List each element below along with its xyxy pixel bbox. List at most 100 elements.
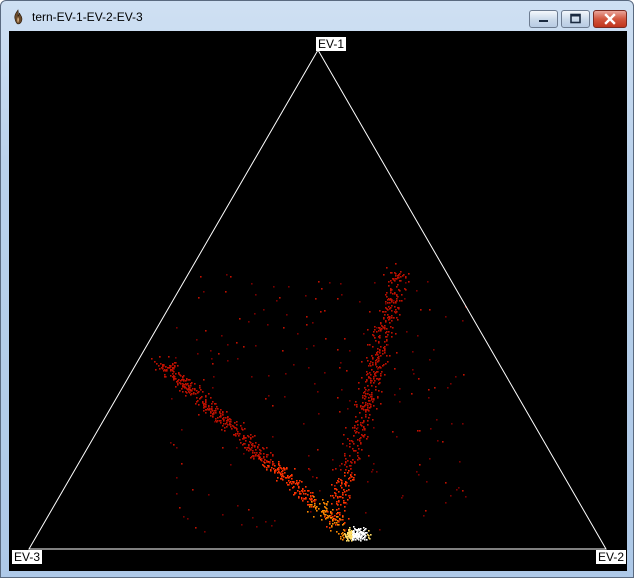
scatter-point [331,503,333,505]
close-button[interactable] [593,10,627,28]
scatter-point [273,468,275,470]
scatter-point [278,461,280,463]
scatter-point [290,481,292,483]
scatter-point [201,396,203,398]
scatter-point [363,421,365,423]
scatter-point [391,301,393,303]
scatter-point [255,294,257,296]
scatter-point [371,369,373,371]
scatter-point [361,536,363,538]
scatter-point [182,376,184,378]
scatter-point [236,428,238,430]
scatter-point [301,481,303,483]
scatter-point [263,453,265,455]
title-bar[interactable]: tern-EV-1-EV-2-EV-3 [1,1,633,31]
scatter-point [338,491,340,493]
scatter-point [313,345,315,347]
scatter-point [180,380,182,382]
scatter-point [219,420,221,422]
scatter-point [200,276,202,278]
scatter-point [264,462,266,464]
scatter-point [175,362,177,364]
scatter-point [188,386,190,388]
scatter-point [370,365,372,367]
scatter-point [390,280,392,282]
scatter-point [281,476,283,478]
scatter-point [252,443,254,445]
scatter-point [364,537,366,539]
scatter-point [174,378,176,380]
scatter-point [344,475,346,477]
scatter-point [238,435,240,437]
scatter-point [173,379,175,381]
scatter-point [179,382,181,384]
scatter-point [360,442,362,444]
scatter-point [272,454,274,456]
scatter-point [193,392,195,394]
scatter-point [383,318,385,320]
scatter-point [266,447,268,449]
scatter-point [369,344,371,346]
scatter-point [252,445,254,447]
scatter-point [352,536,354,538]
scatter-point [195,393,197,395]
scatter-point [336,489,338,491]
scatter-point [220,415,222,417]
scatter-point [286,482,288,484]
scatter-point [325,514,327,516]
scatter-point [198,404,200,406]
scatter-point [293,494,295,496]
scatter-point [378,367,380,369]
scatter-point [396,286,398,288]
scatter-point [420,309,422,311]
scatter-point [241,428,243,430]
scatter-point [395,263,397,265]
scatter-point [212,387,214,389]
scatter-point [376,471,378,473]
scatter-point [412,369,414,371]
scatter-point [376,359,378,361]
scatter-point [173,371,175,373]
scatter-point [351,537,353,539]
scatter-point [390,299,392,301]
scatter-point [342,535,344,537]
scatter-point [366,380,368,382]
scatter-point [340,469,342,471]
scatter-point [220,422,222,424]
scatter-point [360,424,362,426]
scatter-point [286,314,288,316]
scatter-point [187,518,189,520]
scatter-point [357,531,359,533]
ternary-plot-canvas[interactable]: EV-1 EV-3 EV-2 [9,31,627,571]
scatter-point [399,273,401,275]
scatter-point [303,498,305,500]
scatter-point [462,490,464,492]
scatter-point [330,530,332,532]
minimize-button[interactable] [529,10,558,28]
scatter-point [196,390,198,392]
scatter-point [272,455,274,457]
scatter-point [205,409,207,411]
scatter-point [203,404,205,406]
scatter-point [187,389,189,391]
scatter-point [368,365,370,367]
scatter-point [234,427,236,429]
scatter-point [245,440,247,442]
scatter-point [191,382,193,384]
scatter-point [367,420,369,422]
scatter-point [365,411,367,413]
scatter-point [360,405,362,407]
scatter-point [327,515,329,517]
scatter-point [377,357,379,359]
scatter-point [266,467,268,469]
scatter-point [257,446,259,448]
scatter-point [177,384,179,386]
ternary-triangle [28,49,607,550]
scatter-point [355,432,357,434]
maximize-button[interactable] [561,10,590,28]
scatter-point [429,458,431,460]
scatter-point [322,510,324,512]
scatter-point [248,444,250,446]
scatter-point [222,418,224,420]
scatter-point [340,536,342,538]
